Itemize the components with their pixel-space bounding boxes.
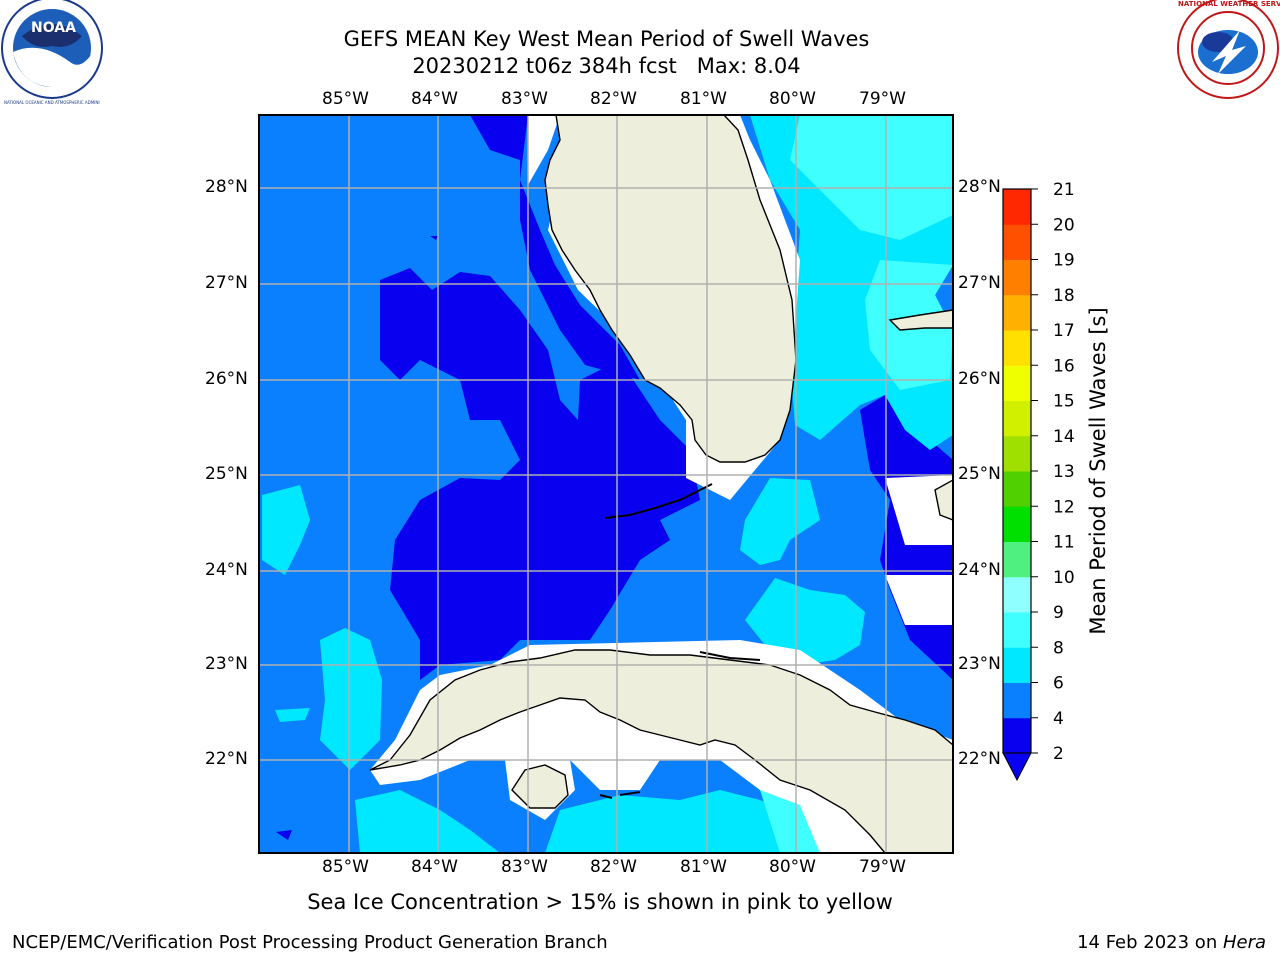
lon-label-bottom-85w: 85°W: [322, 857, 369, 877]
lon-label-top-81w: 81°W: [680, 89, 727, 109]
colorbar-cell: [1003, 224, 1031, 260]
colorbar-cell: [1003, 189, 1031, 225]
colorbar: 2 4 6 8 9 10 11 12 13 14 15 16 17 18 19 20 21: [1002, 180, 1075, 782]
colorbar-cell: [1003, 541, 1031, 578]
lat-label-left-27n: 27°N: [205, 273, 248, 293]
lon-label-top-82w: 82°W: [590, 89, 637, 109]
lat-label-left-24n: 24°N: [205, 560, 248, 580]
footer-branch: NCEP/EMC/Verification Post Processing Pr…: [12, 932, 608, 953]
lon-label-top-84w: 84°W: [411, 89, 458, 109]
colorbar-cell: [1003, 576, 1031, 613]
colorbar-cell: [1003, 682, 1031, 719]
colorbar-cell: [1003, 717, 1031, 754]
colorbar-cell: [1003, 506, 1031, 542]
chart-subtitle: 20230212 t06z 384h fcst Max: 8.04: [412, 54, 801, 78]
florida-peninsula: [544, 115, 797, 463]
lat-label-right-22n: 22°N: [958, 749, 1001, 769]
sea-ice-note: Sea Ice Concentration > 15% is shown in …: [307, 890, 893, 914]
lon-label-bottom-83w: 83°W: [501, 857, 548, 877]
colorbar-tick-label: 17: [1053, 321, 1075, 341]
colorbar-tick-label: 6: [1053, 674, 1064, 694]
lat-label-right-25n: 25°N: [958, 464, 1001, 484]
lon-label-top-79w: 79°W: [859, 89, 906, 109]
colorbar-tick-label: 2: [1053, 744, 1064, 764]
colorbar-tick-label: 14: [1053, 427, 1075, 447]
colorbar-cell: [1003, 365, 1031, 401]
lon-label-bottom-81w: 81°W: [680, 857, 727, 877]
colorbar-tick-label: 12: [1053, 497, 1075, 517]
lon-label-bottom-82w: 82°W: [590, 857, 637, 877]
colorbar-cell: [1003, 259, 1031, 296]
colorbar-extend-arrow: [1002, 752, 1032, 782]
lon-label-top-85w: 85°W: [322, 89, 369, 109]
lon-label-top-80w: 80°W: [769, 89, 816, 109]
lon-label-bottom-80w: 80°W: [769, 857, 816, 877]
colorbar-tick-label: 15: [1053, 392, 1075, 412]
lon-label-bottom-79w: 79°W: [859, 857, 906, 877]
colorbar-cell: [1003, 435, 1031, 472]
colorbar-cell: [1003, 471, 1031, 507]
nws-ring-text: NATIONAL WEATHER SERVICE: [1178, 0, 1280, 8]
colorbar-cell: [1003, 647, 1031, 683]
lat-label-left-25n: 25°N: [205, 464, 248, 484]
colorbar-tick-label: 4: [1053, 709, 1064, 729]
colorbar-tick-label: 13: [1053, 462, 1075, 482]
colorbar-label: Mean Period of Swell Waves [s]: [1086, 307, 1110, 635]
bahamas-grand: [888, 309, 953, 331]
colorbar-cell: [1003, 400, 1031, 437]
colorbar-cell: [1003, 612, 1031, 648]
footer-date-text: 14 Feb 2023 on: [1077, 932, 1223, 953]
lat-label-right-28n: 28°N: [958, 177, 1001, 197]
colorbar-tick-label: 18: [1053, 286, 1075, 306]
footer-host: Hera: [1222, 932, 1266, 953]
colorbar-cell: [1003, 294, 1031, 331]
lat-label-right-26n: 26°N: [958, 369, 1001, 389]
map-frame: [258, 114, 954, 854]
lat-label-right-27n: 27°N: [958, 273, 1001, 293]
lat-label-left-28n: 28°N: [205, 177, 248, 197]
colorbar-tick-label: 20: [1053, 215, 1075, 235]
colorbar-cell: [1003, 330, 1031, 366]
footer-date: 14 Feb 2023 on Hera: [1077, 932, 1266, 953]
bahamas-andros: [934, 479, 953, 521]
florida-keys: [599, 483, 761, 799]
chart-title: GEFS MEAN Key West Mean Period of Swell …: [343, 27, 870, 51]
cuba: [369, 649, 953, 853]
colorbar-tick-label: 10: [1053, 568, 1075, 588]
colorbar-tick-label: 16: [1053, 356, 1075, 376]
colorbar-tick-label: 8: [1053, 638, 1064, 658]
noaa-ring-text: NATIONAL OCEANIC AND ATMOSPHERIC ADMINIS…: [4, 100, 100, 105]
land: [369, 115, 953, 853]
graticule: [259, 115, 953, 853]
lon-label-bottom-84w: 84°W: [411, 857, 458, 877]
lat-label-left-23n: 23°N: [205, 654, 248, 674]
lat-label-left-22n: 22°N: [205, 749, 248, 769]
colorbar-tick-label: 9: [1053, 603, 1064, 623]
noaa-logo-text: NOAA: [31, 20, 76, 36]
lat-label-right-24n: 24°N: [958, 560, 1001, 580]
colorbar-tick-label: 19: [1053, 251, 1075, 271]
colorbar-tick-label: 21: [1053, 180, 1075, 200]
lat-label-left-26n: 26°N: [205, 369, 248, 389]
lat-label-right-23n: 23°N: [958, 654, 1001, 674]
colorbar-tick-label: 11: [1053, 533, 1075, 553]
lon-label-top-83w: 83°W: [501, 89, 548, 109]
